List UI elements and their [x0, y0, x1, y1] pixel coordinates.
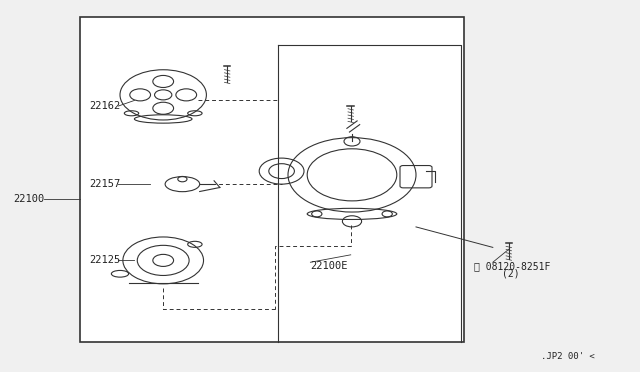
Bar: [80, 17, 464, 342]
Text: 22162: 22162: [90, 101, 121, 111]
Text: 22100: 22100: [13, 194, 44, 204]
Text: (2): (2): [502, 269, 520, 278]
Text: 22125: 22125: [90, 256, 121, 265]
Text: 22100E: 22100E: [310, 261, 348, 271]
Text: Ⓑ 08120-8251F: Ⓑ 08120-8251F: [474, 261, 550, 271]
Text: 22157: 22157: [90, 179, 121, 189]
Text: .JP2 00' <: .JP2 00' <: [541, 352, 595, 361]
